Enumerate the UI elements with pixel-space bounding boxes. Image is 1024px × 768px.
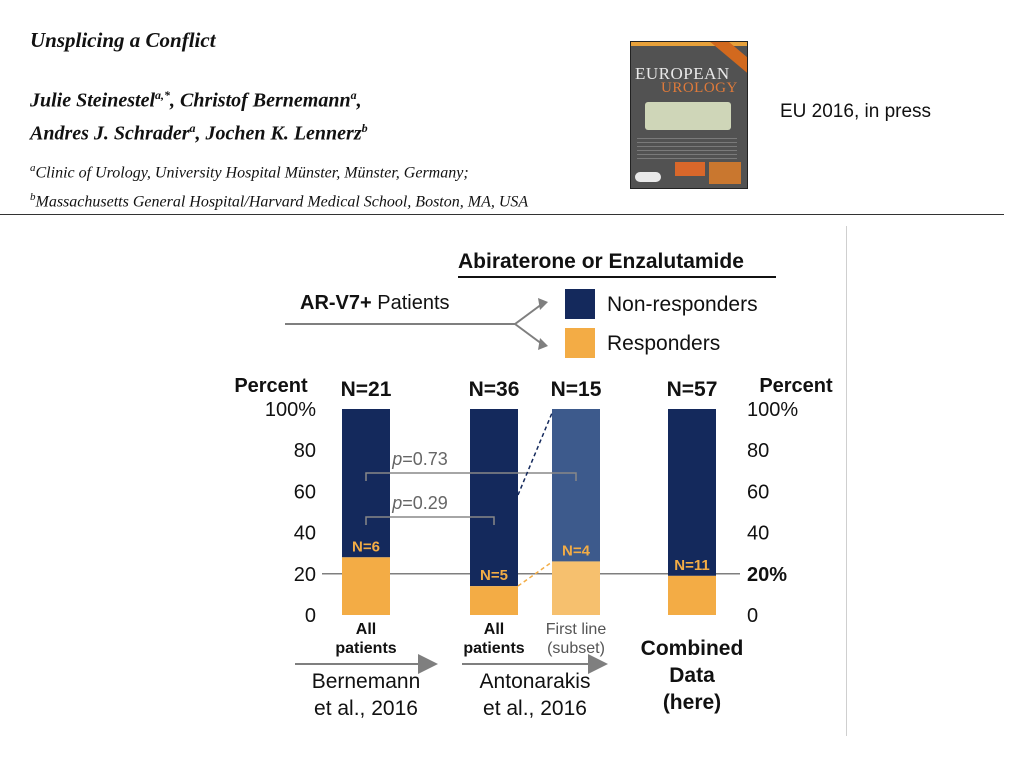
category-label: First line: [546, 621, 607, 638]
category-label: (here): [663, 691, 721, 714]
y-axis-label-right: Percent: [759, 375, 833, 397]
y-tick-label-left: 80: [294, 440, 316, 462]
arrow-label: AR-V7+ Patients: [300, 292, 450, 314]
cover-publisher-logo: [635, 172, 661, 182]
author-line-1: Julie Steinestela,*, Christof Bernemanna…: [30, 82, 368, 115]
cover-impact-badge: [709, 162, 741, 184]
y-tick-label-left: 60: [294, 481, 316, 503]
study-citation: et al., 2016: [314, 697, 418, 720]
paper-title: Unsplicing a Conflict: [30, 28, 216, 52]
y-tick-label-right: 80: [747, 440, 769, 462]
author-name: Andres J. Schrader: [30, 122, 190, 145]
annotations: p=0.73 p=0.29: [365, 412, 577, 587]
arrow-head-lower: [538, 338, 548, 350]
y-tick-label-left: 40: [294, 523, 316, 545]
bar-responders: [342, 557, 390, 615]
pvalue-bracket: [365, 516, 495, 525]
bar-responders: [668, 575, 716, 615]
category-label: All: [484, 621, 504, 638]
affiliation-text: Massachusetts General Hospital/Harvard M…: [35, 193, 529, 211]
subset-connector-top: [517, 412, 553, 496]
category-label: All: [356, 621, 376, 638]
panel-border: [846, 226, 847, 736]
affiliation-line: bMassachusetts General Hospital/Harvard …: [30, 185, 528, 214]
legend-label-responders: Responders: [607, 332, 720, 355]
author-list: Julie Steinestela,*, Christof Bernemanna…: [30, 82, 368, 147]
affiliation-marker: b: [30, 191, 36, 204]
affiliation-line: aClinic of Urology, University Hospital …: [30, 156, 528, 185]
cover-title-line-1: EUROPEAN: [635, 64, 730, 83]
cover-text-lines: [637, 138, 737, 160]
affiliations: aClinic of Urology, University Hospital …: [30, 156, 528, 215]
author-separator: ,: [356, 89, 362, 112]
y-tick-label-right: 60: [747, 481, 769, 503]
y-tick-label-left: 0: [305, 605, 316, 627]
y-tick-label-right: 0: [747, 605, 758, 627]
affiliation-marker: a: [30, 162, 36, 174]
bars: N=6 N=21 N=5 N=36 N=4 N=15 N=11 N=57: [341, 378, 718, 615]
y-tick-label-left: 100%: [265, 399, 316, 421]
study-citation: Antonarakis: [480, 670, 591, 693]
category-label: patients: [335, 640, 396, 657]
study-citation: Bernemann: [312, 670, 421, 693]
bar-n-label-responders: N=6: [352, 538, 380, 555]
author-superscript: a: [350, 88, 357, 102]
pvalue-bracket: [365, 472, 577, 481]
pvalue-label: p=0.73: [391, 449, 448, 469]
axes: Percent Percent 0 0 20 20% 40 40 60 60 80 80 100% 100…: [234, 375, 833, 627]
category-label: patients: [463, 640, 524, 657]
bar-responders: [470, 586, 518, 615]
author-name: Julie Steinestel: [30, 89, 155, 112]
study-groups: All patients All patients First line (subset)…: [295, 621, 743, 720]
legend-swatch-non-responders: [565, 289, 595, 319]
bar-n-label-responders: N=11: [674, 557, 709, 574]
bar-n-label-responders: N=4: [562, 542, 591, 559]
author-name: , Christof Bernemann: [170, 89, 351, 112]
category-label: (subset): [547, 640, 605, 657]
affiliation-text: Clinic of Urology, University Hospital M…: [35, 164, 469, 182]
bar-n-label-responders: N=5: [480, 567, 508, 584]
bar-non-responders: [342, 409, 390, 558]
legend-swatch-responders: [565, 328, 595, 358]
cover-badge: [675, 162, 705, 176]
bar-n-total: N=57: [667, 378, 718, 401]
cover-illustration: [645, 102, 731, 130]
header-divider: [0, 214, 1004, 215]
study-citation: et al., 2016: [483, 697, 587, 720]
author-superscript: b: [361, 120, 368, 135]
paper-header: Unsplicing a Conflict Julie Steinestela,…: [0, 0, 1024, 215]
cover-title-line-2: UROLOGY: [661, 80, 738, 96]
category-label: Data: [669, 664, 715, 687]
bar-n-total: N=36: [469, 378, 520, 401]
author-superscript: a: [189, 120, 196, 135]
y-tick-label-right: 20%: [747, 564, 787, 586]
pvalue-label: p=0.29: [391, 493, 448, 513]
author-name: , Jochen K. Lennerz: [195, 122, 362, 145]
y-axis-label-left: Percent: [234, 375, 308, 397]
y-tick-label-left: 20: [294, 564, 316, 586]
author-line-2: Andres J. Schradera, Jochen K. Lennerzb: [30, 115, 368, 148]
bar-non-responders: [552, 409, 600, 562]
category-label: Combined: [641, 637, 744, 660]
author-superscript: a,*: [155, 88, 170, 102]
bar-n-total: N=21: [341, 378, 392, 401]
y-tick-label-right: 100%: [747, 399, 798, 421]
split-arrow: [285, 303, 543, 345]
bar-n-total: N=15: [551, 378, 602, 401]
bar-non-responders: [470, 409, 518, 587]
bar-non-responders: [668, 409, 716, 576]
legend-title: Abiraterone or Enzalutamide: [458, 250, 744, 273]
legend-label-non-responders: Non-responders: [607, 293, 758, 316]
press-note: EU 2016, in press: [780, 101, 932, 122]
arrow-head-upper: [538, 298, 548, 310]
bar-responders: [552, 561, 600, 615]
y-tick-label-right: 40: [747, 523, 769, 545]
cover-top-strip: [631, 42, 747, 46]
legend: Abiraterone or Enzalutamide AR-V7+ Patie…: [285, 250, 776, 358]
journal-cover-image: EUROPEAN UROLOGY: [630, 41, 748, 189]
